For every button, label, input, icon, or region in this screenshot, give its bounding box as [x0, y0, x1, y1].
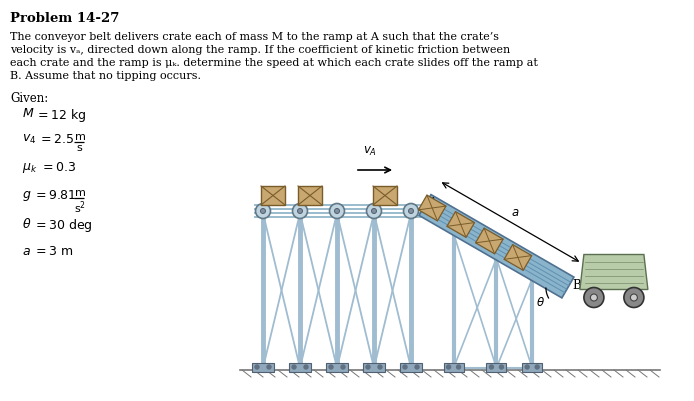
Text: $= 0.3$: $= 0.3$: [40, 161, 76, 174]
Polygon shape: [447, 212, 475, 237]
Circle shape: [330, 203, 344, 219]
Circle shape: [500, 365, 503, 369]
Text: Given:: Given:: [10, 92, 49, 105]
Text: B: B: [572, 279, 581, 292]
Text: $= 9.81$: $= 9.81$: [33, 189, 76, 202]
Bar: [298, 186, 322, 205]
Bar: [400, 363, 422, 372]
Text: $v_A$: $v_A$: [363, 145, 377, 158]
Text: $\theta$: $\theta$: [536, 296, 545, 308]
Text: $= 12\ \mathrm{kg}$: $= 12\ \mathrm{kg}$: [35, 107, 87, 124]
Circle shape: [260, 209, 266, 213]
Text: each crate and the ramp is μₖ. determine the speed at which each crate slides of: each crate and the ramp is μₖ. determine…: [10, 58, 538, 68]
Circle shape: [292, 203, 307, 219]
Bar: [486, 363, 507, 372]
Text: $= 3\ \mathrm{m}$: $= 3\ \mathrm{m}$: [33, 245, 74, 258]
Text: $a$: $a$: [511, 205, 520, 219]
Circle shape: [292, 365, 296, 369]
Circle shape: [630, 294, 637, 301]
Bar: [261, 186, 285, 205]
Circle shape: [366, 203, 382, 219]
Text: velocity is vₐ, directed down along the ramp. If the coefficient of kinetic fric: velocity is vₐ, directed down along the …: [10, 45, 510, 55]
Text: Problem 14-27: Problem 14-27: [10, 12, 119, 25]
Circle shape: [255, 365, 259, 369]
Circle shape: [535, 365, 539, 369]
Circle shape: [304, 365, 308, 369]
Circle shape: [335, 209, 339, 213]
Text: $\mathrm{s}^2$: $\mathrm{s}^2$: [74, 199, 86, 216]
Circle shape: [403, 203, 418, 219]
Text: $= 2.5$: $= 2.5$: [38, 133, 74, 146]
Bar: [443, 363, 464, 372]
Bar: [522, 363, 542, 372]
Bar: [289, 363, 311, 372]
Circle shape: [366, 365, 370, 369]
Bar: [373, 186, 397, 205]
Text: $\mathrm{m}$: $\mathrm{m}$: [74, 188, 86, 198]
Circle shape: [255, 203, 271, 219]
Circle shape: [624, 288, 644, 308]
Circle shape: [267, 365, 271, 369]
Circle shape: [415, 365, 419, 369]
Circle shape: [341, 365, 345, 369]
Circle shape: [489, 365, 493, 369]
Bar: [252, 363, 274, 372]
Text: $M$: $M$: [22, 107, 35, 120]
Circle shape: [525, 365, 529, 369]
Polygon shape: [475, 228, 503, 254]
Circle shape: [584, 288, 604, 308]
Text: $v_4$: $v_4$: [22, 133, 36, 146]
Polygon shape: [504, 245, 532, 270]
Text: $g$: $g$: [22, 189, 31, 203]
Circle shape: [457, 365, 461, 369]
Circle shape: [446, 365, 450, 369]
Circle shape: [329, 365, 333, 369]
Circle shape: [298, 209, 303, 213]
Polygon shape: [580, 255, 648, 290]
Polygon shape: [419, 194, 574, 298]
Text: $= 30\ \mathrm{deg}$: $= 30\ \mathrm{deg}$: [33, 217, 93, 234]
Polygon shape: [418, 195, 446, 221]
Text: B. Assume that no tipping occurs.: B. Assume that no tipping occurs.: [10, 71, 201, 81]
Text: $\mathrm{m}$: $\mathrm{m}$: [74, 132, 86, 142]
Bar: [326, 363, 348, 372]
Text: A: A: [428, 197, 437, 210]
Text: $a$: $a$: [22, 245, 31, 258]
Circle shape: [371, 209, 377, 213]
Text: $\mu_k$: $\mu_k$: [22, 161, 37, 175]
Text: $\mathrm{s}$: $\mathrm{s}$: [76, 143, 83, 153]
Circle shape: [403, 365, 407, 369]
Text: The conveyor belt delivers crate each of mass M to the ramp at A such that the c: The conveyor belt delivers crate each of…: [10, 32, 499, 42]
Text: $\theta$: $\theta$: [22, 217, 31, 231]
Circle shape: [378, 365, 382, 369]
Circle shape: [409, 209, 414, 213]
Bar: [363, 363, 385, 372]
Circle shape: [591, 294, 598, 301]
